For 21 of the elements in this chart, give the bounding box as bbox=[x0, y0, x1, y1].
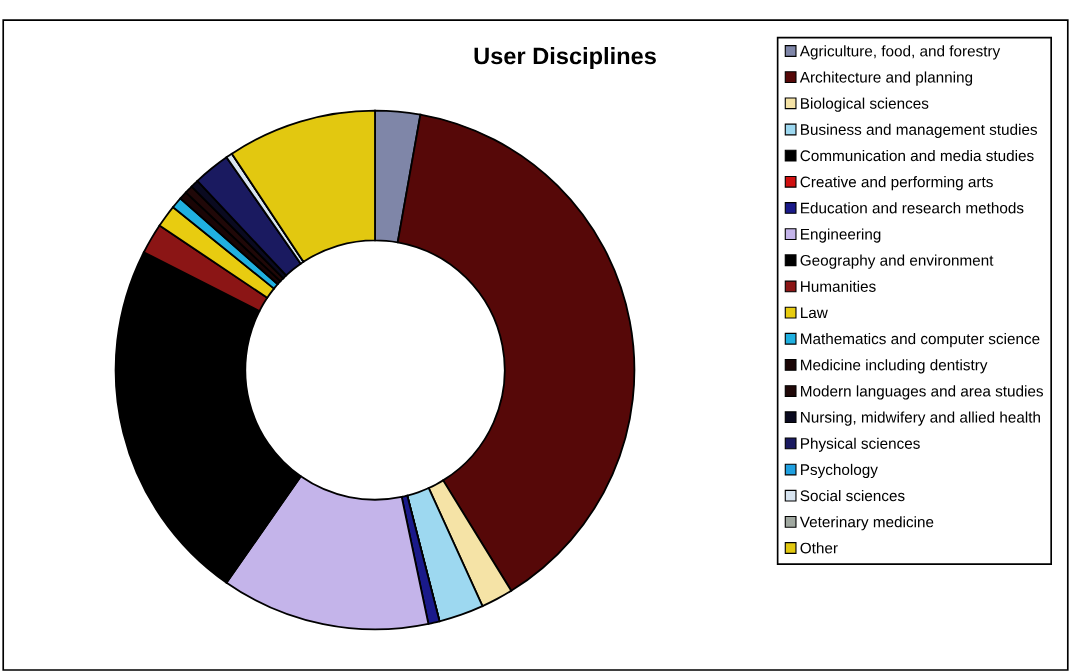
legend-label: Architecture and planning bbox=[799, 71, 973, 86]
legend-label: Agriculture, food, and forestry bbox=[799, 45, 1001, 60]
legend-label: Physical sciences bbox=[801, 437, 920, 452]
legend-label: Social sciences bbox=[800, 489, 905, 502]
legend-label: Medicine including dentistry bbox=[801, 359, 988, 374]
legend-label: Humanities bbox=[801, 280, 876, 292]
legend-label: Veterinary medicine bbox=[799, 516, 934, 531]
legend-label: Biological sciences bbox=[801, 97, 929, 112]
legend-label: Geography and environment bbox=[800, 254, 994, 269]
chart-title: User Disciplines bbox=[474, 47, 656, 69]
legend-label: Creative and performing arts bbox=[800, 176, 993, 191]
legend-label: Law bbox=[801, 307, 828, 319]
legend-label: Psychology bbox=[801, 463, 878, 479]
legend-label: Communication and media studies bbox=[800, 149, 1034, 162]
legend-label: Engineering bbox=[801, 228, 881, 243]
legend-label: Business and management studies bbox=[801, 123, 1038, 138]
legend-label: Modern languages and area studies bbox=[801, 385, 1044, 400]
legend-label: Education and research methods bbox=[801, 202, 1024, 214]
legend-label: Other bbox=[800, 542, 838, 554]
legend-label: Nursing, midwifery and allied health bbox=[801, 411, 1040, 426]
legend-label: Mathematics and computer science bbox=[801, 333, 1040, 348]
